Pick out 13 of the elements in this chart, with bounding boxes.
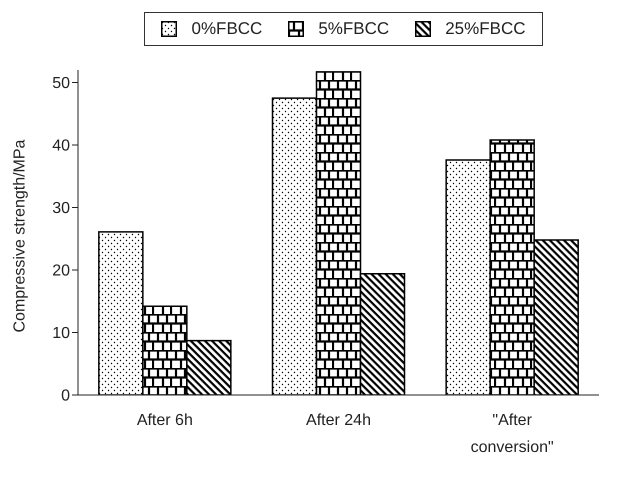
y-tick-label: 10 — [52, 325, 70, 342]
y-tick-label: 20 — [52, 262, 70, 280]
legend-label: 25%FBCC — [445, 19, 526, 39]
y-tick-label: 30 — [52, 200, 70, 218]
legend-label: 5%FBCC — [318, 19, 390, 39]
legend-label: 0%FBCC — [191, 19, 262, 39]
y-tick-label: 50 — [52, 75, 70, 92]
x-tick-label: After 24h — [306, 412, 371, 429]
y-tick-label: 40 — [52, 138, 70, 155]
x-tick-label: "After conversion" — [470, 412, 554, 456]
y-tick-label: 0 — [61, 388, 70, 405]
x-tick-label: After 6h — [136, 412, 193, 429]
y-axis-title: Compressive strength/MPa — [12, 139, 29, 332]
